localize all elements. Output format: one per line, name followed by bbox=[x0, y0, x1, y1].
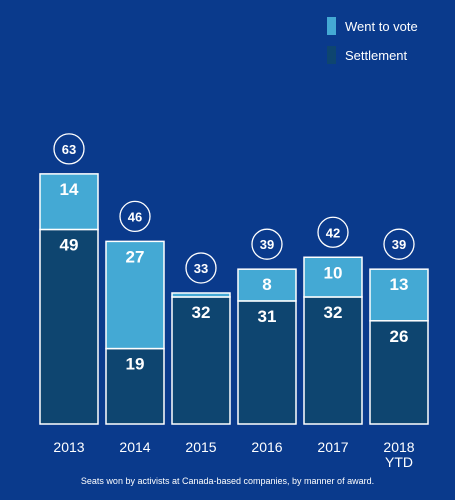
bar-settlement-3 bbox=[237, 300, 297, 425]
chart-legend: Went to vote Settlement bbox=[327, 14, 418, 72]
total-circle bbox=[185, 252, 217, 284]
bar-settlement-1 bbox=[105, 347, 165, 425]
category-tick-label: YTD bbox=[385, 454, 413, 470]
total-label: 63 bbox=[62, 142, 76, 157]
data-label-settlement: 32 bbox=[192, 303, 211, 322]
bar-went-to-vote-2 bbox=[171, 292, 231, 298]
bar-went-to-vote-1 bbox=[105, 240, 165, 350]
category-tick-label: 2016 bbox=[251, 439, 282, 455]
category-tick-label: 2018 bbox=[383, 439, 414, 455]
total-label: 39 bbox=[392, 237, 406, 252]
total-circle bbox=[251, 228, 283, 260]
total-circle bbox=[119, 200, 151, 233]
legend-item-went-to-vote: Went to vote bbox=[327, 14, 418, 38]
data-label-went-to-vote: 13 bbox=[390, 275, 409, 294]
total-label: 42 bbox=[326, 225, 340, 240]
legend-item-settlement: Settlement bbox=[327, 43, 418, 67]
data-label-went-to-vote: 8 bbox=[262, 275, 271, 294]
data-label-settlement: 31 bbox=[258, 307, 277, 326]
bar-went-to-vote-5 bbox=[369, 268, 429, 322]
total-label: 39 bbox=[260, 237, 274, 252]
total-label: 46 bbox=[128, 209, 142, 224]
data-label-settlement: 49 bbox=[60, 235, 79, 254]
category-tick-label: 2015 bbox=[185, 439, 216, 455]
bar-went-to-vote-0 bbox=[39, 173, 99, 231]
category-tick-label: 2013 bbox=[53, 439, 84, 455]
category-tick-label: 2014 bbox=[119, 439, 150, 455]
total-label: 33 bbox=[194, 261, 208, 276]
data-label-settlement: 19 bbox=[126, 355, 145, 374]
data-label-went-to-vote: 27 bbox=[126, 247, 145, 266]
data-label-went-to-vote: 14 bbox=[60, 180, 79, 199]
bar-went-to-vote-4 bbox=[303, 256, 363, 298]
bar-settlement-0 bbox=[39, 228, 99, 425]
legend-swatch-went-to-vote bbox=[327, 17, 336, 35]
legend-label-went-to-vote: Went to vote bbox=[345, 18, 418, 34]
data-label-went-to-vote: 10 bbox=[324, 263, 343, 282]
chart-caption: Seats won by activists at Canada-based c… bbox=[80, 476, 375, 486]
legend-label-settlement: Settlement bbox=[345, 47, 408, 63]
total-circle bbox=[317, 216, 349, 248]
data-label-settlement: 32 bbox=[324, 303, 343, 322]
category-tick-label: 2017 bbox=[317, 439, 348, 455]
legend-swatch-settlement bbox=[327, 46, 336, 64]
bar-went-to-vote-3 bbox=[237, 268, 297, 302]
bar-settlement-4 bbox=[303, 296, 363, 425]
total-circle bbox=[53, 133, 85, 165]
data-label-settlement: 26 bbox=[390, 327, 409, 346]
bar-settlement-2 bbox=[171, 296, 231, 425]
total-circle bbox=[383, 228, 415, 260]
